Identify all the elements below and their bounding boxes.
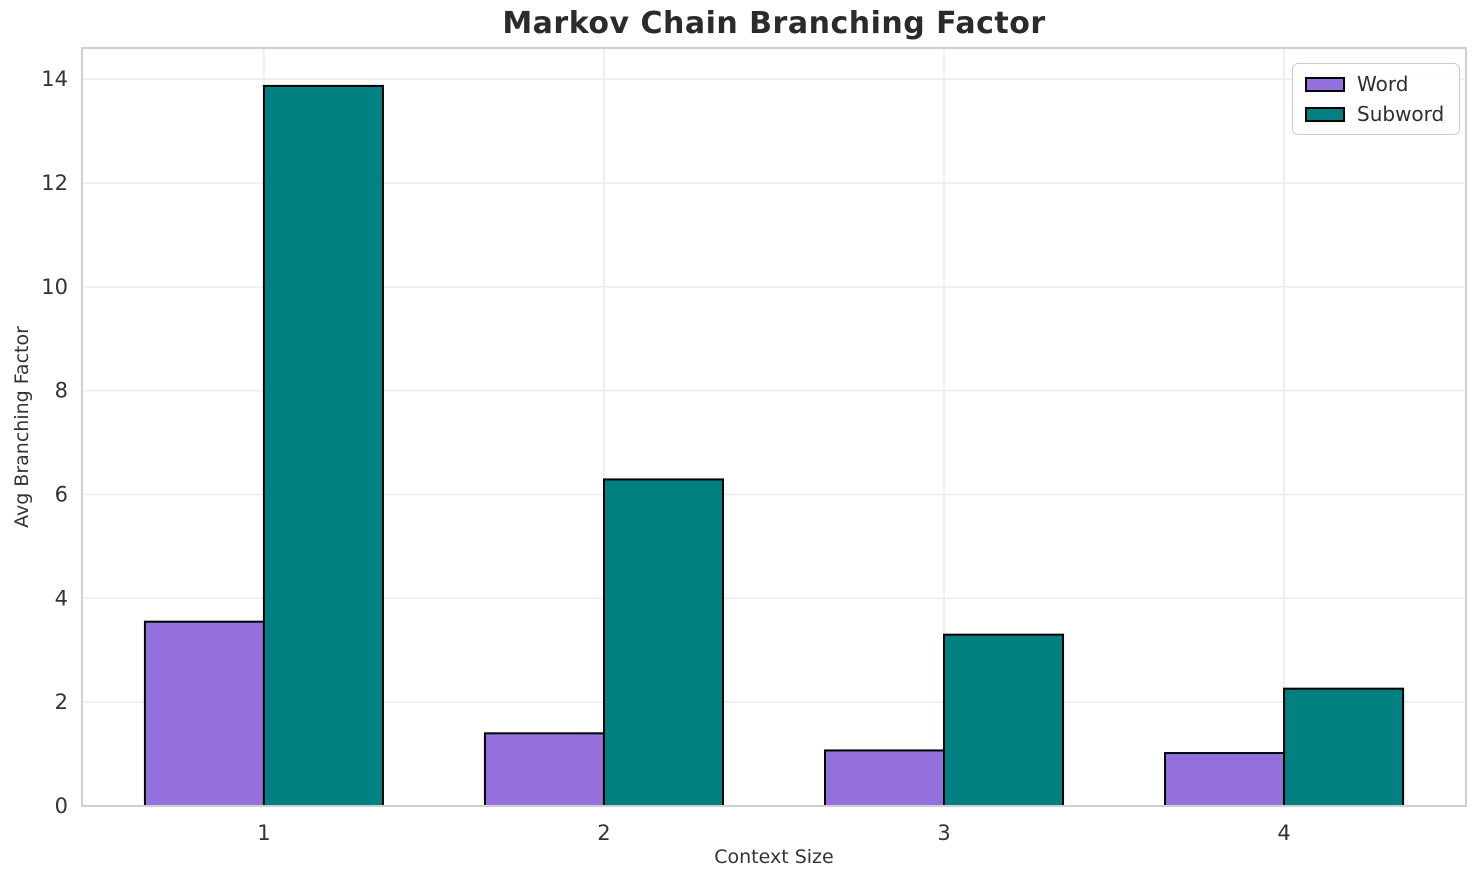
- x-tick-label-2: 2: [597, 821, 610, 845]
- legend-label-word: Word: [1357, 72, 1409, 96]
- legend: Word Subword: [1292, 63, 1460, 135]
- legend-item-word: Word: [1305, 73, 1447, 95]
- x-axis-label: Context Size: [714, 846, 834, 868]
- y-tick-label-8: 8: [55, 379, 68, 403]
- legend-label-subword: Subword: [1357, 102, 1445, 126]
- y-tick-label-2: 2: [55, 690, 68, 714]
- legend-swatch-subword: [1305, 106, 1345, 122]
- bar-subword-3: [943, 633, 1065, 807]
- bar-word-1: [143, 620, 265, 807]
- y-tick-label-6: 6: [55, 482, 68, 506]
- legend-swatch-word: [1305, 76, 1345, 92]
- y-tick-label-10: 10: [41, 275, 68, 299]
- bar-subword-1: [262, 84, 384, 807]
- bar-word-4: [1164, 752, 1286, 807]
- legend-item-subword: Subword: [1305, 103, 1447, 125]
- bar-subword-2: [602, 478, 724, 807]
- bar-subword-4: [1283, 687, 1405, 808]
- y-tick-label-4: 4: [55, 586, 68, 610]
- bar-word-2: [483, 732, 605, 807]
- x-tick-label-4: 4: [1277, 821, 1290, 845]
- bar-word-3: [824, 749, 946, 807]
- x-tick-label-3: 3: [937, 821, 950, 845]
- y-tick-label-0: 0: [55, 794, 68, 818]
- y-tick-label-12: 12: [41, 171, 68, 195]
- x-tick-label-1: 1: [257, 821, 270, 845]
- chart-title: Markov Chain Branching Factor: [502, 6, 1046, 41]
- y-tick-label-14: 14: [41, 67, 68, 91]
- axes-frame: [81, 47, 1467, 807]
